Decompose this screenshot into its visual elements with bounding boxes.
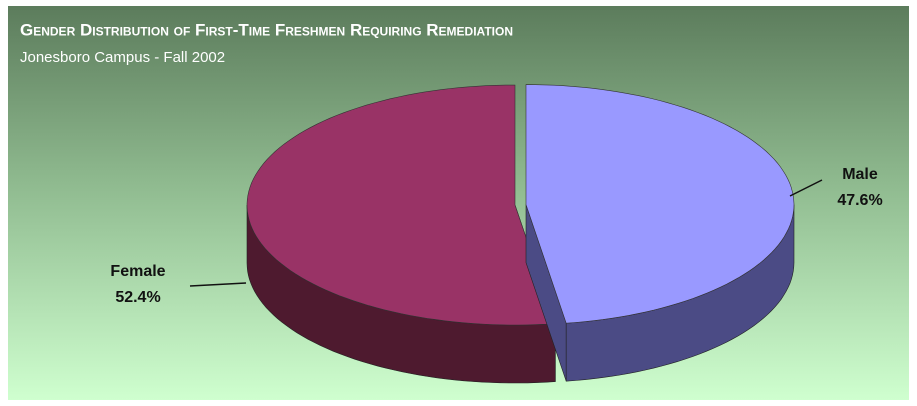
pie [246,84,795,384]
slice-label: Male [842,166,878,183]
chart-title: Gender Distribution of First-Time Freshm… [20,20,513,39]
slice-value: 47.6% [837,192,882,209]
leader-line [189,282,247,287]
slice-value: 52.4% [115,289,160,306]
leader-line [789,179,823,197]
chart-subtitle: Jonesboro Campus - Fall 2002 [20,49,225,66]
slice-label: Female [110,263,165,280]
slice [246,84,556,326]
slice [525,84,795,324]
